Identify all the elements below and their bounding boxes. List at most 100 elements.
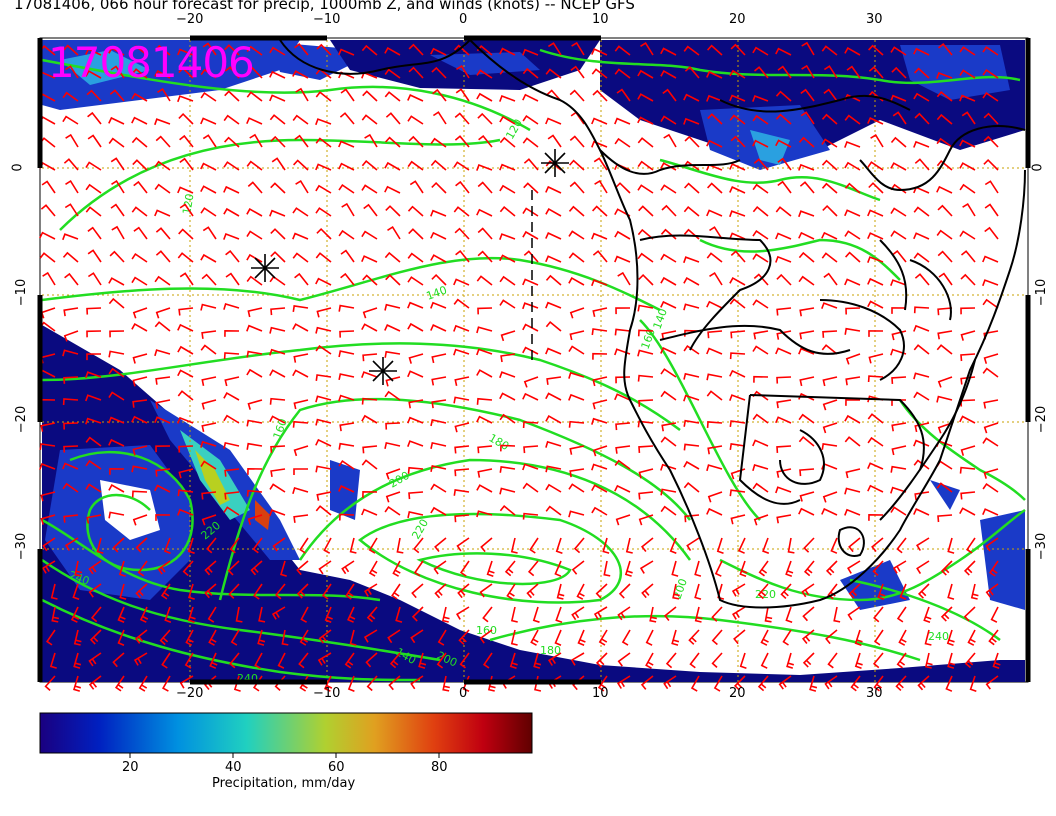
wind-barb [661,330,677,340]
wind-barb [775,113,792,125]
wind-barb [556,583,565,600]
wind-barb [960,445,976,456]
wind-barb [895,675,907,691]
wind-barb [506,583,516,600]
wind-barb [159,629,171,646]
wind-barb [568,371,585,379]
wind-barb [40,204,56,217]
wind-barb [338,304,355,312]
wind-barb [385,491,401,503]
wind-barb [40,491,56,502]
wind-barb [434,537,447,553]
wind-barb [569,468,585,478]
wind-barb [798,413,815,424]
wind-barb [315,163,332,171]
wind-barb [454,112,470,125]
wind-barb [299,537,309,554]
wind-barb [407,440,424,447]
wind-barb [154,160,171,171]
wind-barb [683,394,700,402]
wind-barb [913,344,930,355]
wind-barb [845,376,861,386]
wind-barb [914,491,930,501]
wind-barb [269,209,286,217]
wind-barb [660,390,677,401]
wind-barb [523,376,539,388]
wind-barb [717,583,725,600]
wind-barb [801,64,815,79]
wind-barb [914,112,930,125]
wind-barb [108,350,125,358]
wind-barb [845,398,861,406]
wind-barb [223,352,240,360]
wind-barb [913,47,930,56]
wind-barb [752,464,769,472]
wind-barb [638,514,654,526]
wind-barb [430,483,447,493]
wind-barb [431,399,447,409]
wind-barb [85,394,102,402]
wind-barb [617,271,631,286]
wind-barb [224,90,240,102]
wind-barb [407,511,424,519]
wind-barb [890,486,907,494]
wind-barb [339,513,355,521]
wind-barb [752,439,769,447]
wind-barb [729,352,746,360]
wind-barb [499,275,516,286]
wind-barb [361,114,378,125]
wind-barb [292,252,309,263]
wind-barb [615,422,631,431]
wind-barb [476,415,493,424]
wind-barb [64,203,79,217]
wind-barb [228,583,240,599]
wind-barb [453,396,470,404]
wind-barb [385,136,401,148]
wind-barb [201,514,217,526]
wind-barb [338,350,355,358]
wind-barb [223,392,240,401]
wind-barb [959,69,976,79]
wind-barb [387,225,401,240]
wind-barb [39,462,56,470]
wind-barb [592,445,608,457]
wind-barb [752,114,769,125]
wind-barb [86,514,102,524]
wind-barb [729,298,746,309]
wind-barb [947,652,956,669]
wind-barb [338,162,355,171]
wind-barb [270,445,286,453]
wind-barb [407,416,424,424]
wind-barb [545,301,562,309]
wind-barb [114,675,125,692]
wind-barb [389,652,401,669]
wind-barb [179,203,194,217]
wind-barb [434,583,447,599]
wind-barb [253,583,263,600]
wind-barb [785,606,793,623]
wind-barb [706,300,723,309]
wind-barb [385,422,401,430]
wind-barb [821,252,838,263]
wind-barb [86,353,102,361]
wind-barb [247,66,263,79]
wind-barb [293,445,309,457]
wind-barb [200,460,217,470]
wind-barb [946,629,955,646]
wind-barb [640,537,654,553]
wind-barb [571,606,585,621]
wind-barb [822,376,838,387]
wind-barb [799,330,815,340]
wind-barb [616,675,631,689]
wind-barb [39,231,56,240]
wind-barb [200,185,217,194]
wind-barb [729,369,746,378]
wind-barb [961,111,976,125]
wind-barb [638,399,654,407]
wind-barb [361,414,378,424]
wind-barb [827,652,838,669]
wind-barb [431,66,447,79]
wind-barb [62,233,79,241]
wind-barb [154,484,171,493]
wind-barb [527,560,539,577]
